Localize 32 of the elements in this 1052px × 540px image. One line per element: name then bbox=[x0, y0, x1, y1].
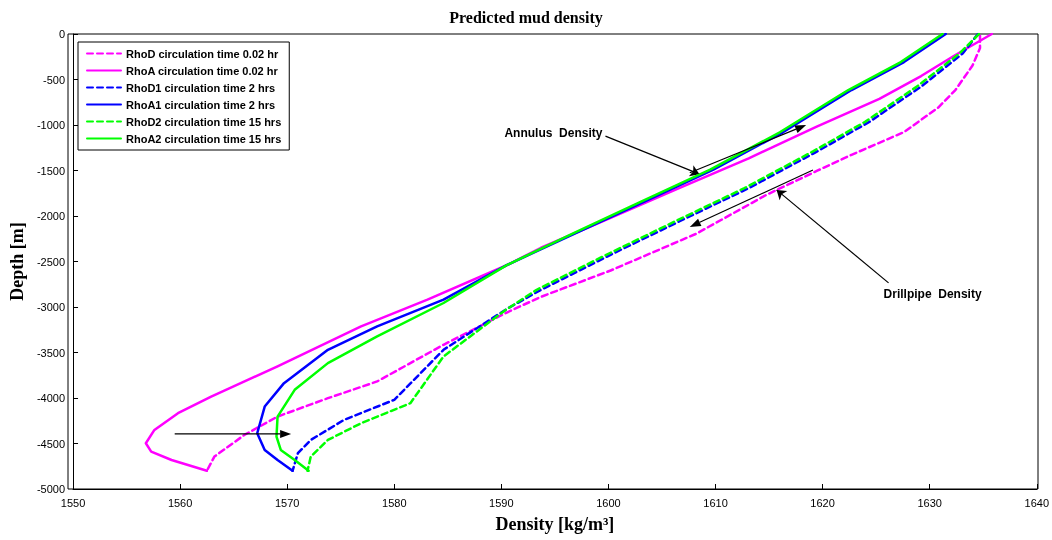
x-tick-label: 1600 bbox=[596, 496, 621, 509]
x-tick-label: 1630 bbox=[917, 496, 942, 509]
y-tick-label: -5000 bbox=[36, 483, 66, 495]
annotation: Annulus Density bbox=[504, 126, 603, 141]
y-tick-label: -2000 bbox=[36, 210, 66, 222]
x-tick-label: 1610 bbox=[703, 496, 728, 509]
annotation: Drillpipe Density bbox=[883, 286, 982, 301]
x-tick-label: 1620 bbox=[810, 496, 835, 509]
legend-label: RhoD2 circulation time 15 hrs bbox=[126, 115, 282, 128]
x-axis-title: Density [kg/m³] bbox=[495, 514, 615, 534]
y-tick-label: 0 bbox=[58, 28, 66, 40]
chart-title: Predicted mud density bbox=[449, 8, 603, 27]
legend-label: RhoA circulation time 0.02 hr bbox=[126, 64, 279, 77]
legend-label: RhoA1 circulation time 2 hrs bbox=[126, 98, 276, 111]
x-tick-label: 1550 bbox=[60, 496, 86, 509]
legend-label: RhoD circulation time 0.02 hr bbox=[126, 47, 279, 60]
y-tick-label: -4500 bbox=[36, 437, 66, 450]
x-tick-label: 1590 bbox=[489, 496, 514, 509]
x-tick-label: 1580 bbox=[382, 496, 407, 509]
y-tick-label: -3000 bbox=[36, 301, 66, 313]
y-tick-label: -3500 bbox=[36, 346, 66, 359]
y-tick-label: -2500 bbox=[36, 255, 66, 268]
y-tick-label: -500 bbox=[43, 73, 66, 86]
x-tick-label: 1570 bbox=[274, 496, 300, 509]
y-tick-label: -4000 bbox=[36, 392, 66, 404]
legend-label: RhoD1 circulation time 2 hrs bbox=[126, 81, 276, 94]
legend-label: RhoA2 circulation time 15 hrs bbox=[126, 132, 282, 145]
x-tick-label: 1640 bbox=[1024, 496, 1050, 509]
y-tick-label: -1000 bbox=[36, 119, 66, 131]
y-tick-label: -1500 bbox=[36, 164, 66, 177]
y-axis-title: Depth [m] bbox=[7, 222, 27, 301]
x-tick-label: 1560 bbox=[167, 496, 193, 509]
